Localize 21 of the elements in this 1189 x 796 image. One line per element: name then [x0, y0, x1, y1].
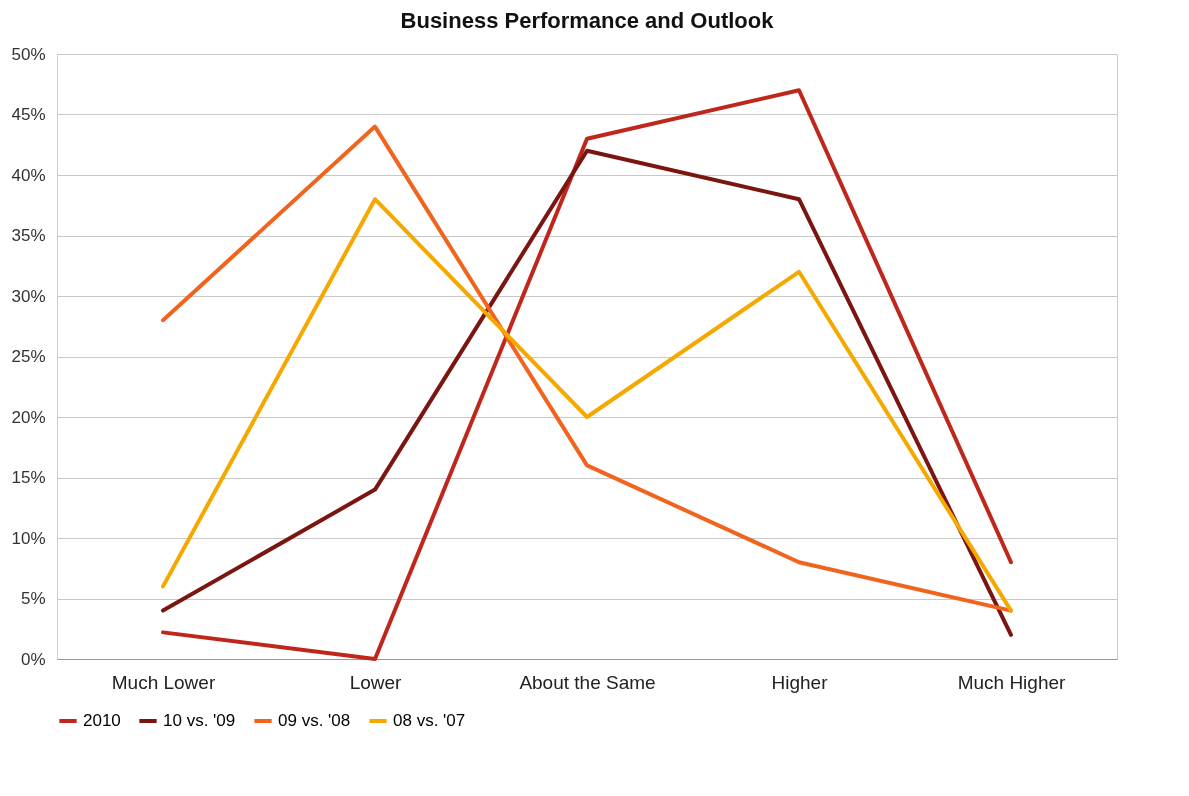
legend-label: 10 vs. '09	[163, 711, 236, 730]
x-tick-label: Higher	[771, 671, 829, 693]
chart-title: Business Performance and Outlook	[400, 8, 775, 33]
x-tick-label: About the Same	[519, 671, 656, 693]
y-tick-label: 15%	[11, 468, 46, 487]
y-tick-label: 45%	[11, 105, 46, 124]
x-tick-label: Much Lower	[111, 671, 216, 693]
y-tick-label: 10%	[11, 528, 46, 548]
x-tick-label: Lower	[349, 671, 403, 693]
legend-label: 09 vs. '08	[278, 711, 351, 730]
x-tick-label: Much Higher	[957, 671, 1067, 693]
legend-label: 08 vs. '07	[393, 711, 466, 730]
y-tick-label: 25%	[11, 347, 46, 366]
y-tick-label: 35%	[11, 226, 46, 245]
y-tick-label: 5%	[20, 589, 46, 608]
y-tick-label: 40%	[11, 165, 46, 185]
y-tick-label: 50%	[11, 44, 46, 64]
y-tick-label: 0%	[20, 649, 46, 669]
legend-label: 2010	[83, 711, 121, 730]
y-tick-label: 30%	[11, 286, 46, 306]
y-tick-label: 20%	[11, 407, 46, 427]
